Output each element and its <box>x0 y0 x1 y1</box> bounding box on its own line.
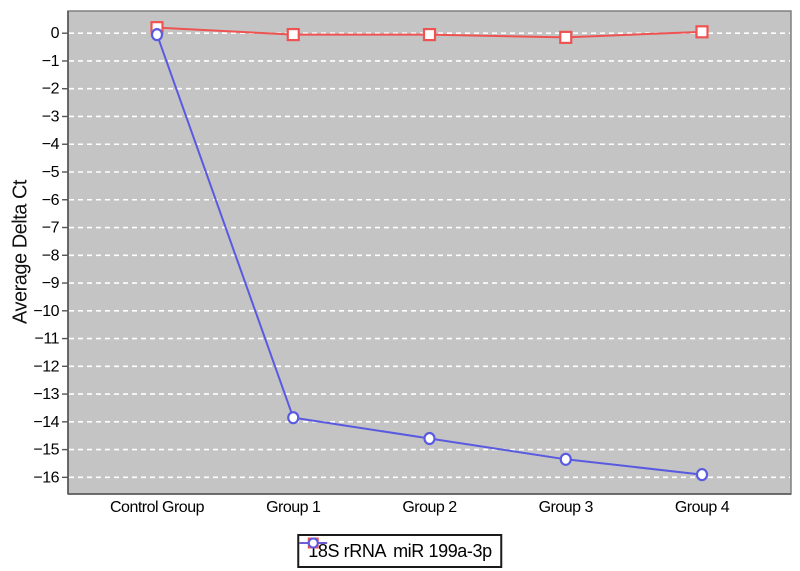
y-tick-label: −9 <box>42 275 60 292</box>
y-tick-label: −14 <box>33 414 59 431</box>
y-tick-label: −4 <box>42 136 60 153</box>
y-tick-label: −12 <box>33 358 59 375</box>
y-tick-label: −3 <box>42 108 60 125</box>
data-point-square <box>422 27 437 42</box>
data-point-square <box>695 25 709 39</box>
y-tick-label: −1 <box>42 53 60 70</box>
data-point-circle <box>287 411 300 425</box>
legend: 18S rRNA miR 199a-3p <box>297 534 503 568</box>
y-axis-title: Average Delta Ct <box>9 180 32 324</box>
y-tick-label: −15 <box>33 442 59 459</box>
y-tick-label: −7 <box>42 220 60 237</box>
x-category-label: Group 3 <box>539 499 594 516</box>
y-tick-label: −10 <box>33 303 59 320</box>
data-point-circle <box>150 27 164 42</box>
x-category-label: Control Group <box>110 499 205 516</box>
y-tick-label: 0 <box>51 25 60 42</box>
data-point-square <box>286 27 300 42</box>
x-category-label: Group 1 <box>266 499 321 516</box>
y-tick-label: −11 <box>35 331 60 348</box>
circle-marker-icon <box>299 537 328 549</box>
y-tick-label: −13 <box>33 386 59 403</box>
data-point-circle <box>559 452 572 466</box>
y-tick-label: −16 <box>33 469 59 486</box>
y-tick-label: −2 <box>42 81 60 98</box>
y-tick-label: −6 <box>42 192 60 209</box>
plot-background <box>67 10 792 495</box>
legend-label: 18S rRNA <box>308 540 387 561</box>
x-category-label: Group 4 <box>675 499 730 516</box>
x-category-label: Group 2 <box>402 499 457 516</box>
y-tick-label: −8 <box>42 247 60 264</box>
y-tick-label: −5 <box>42 164 60 181</box>
legend-item: miR 199a-3p <box>299 537 492 562</box>
data-point-circle <box>423 431 436 446</box>
data-point-circle <box>695 467 709 482</box>
data-point-square <box>559 30 573 44</box>
legend-label: miR 199a-3p <box>393 540 492 561</box>
